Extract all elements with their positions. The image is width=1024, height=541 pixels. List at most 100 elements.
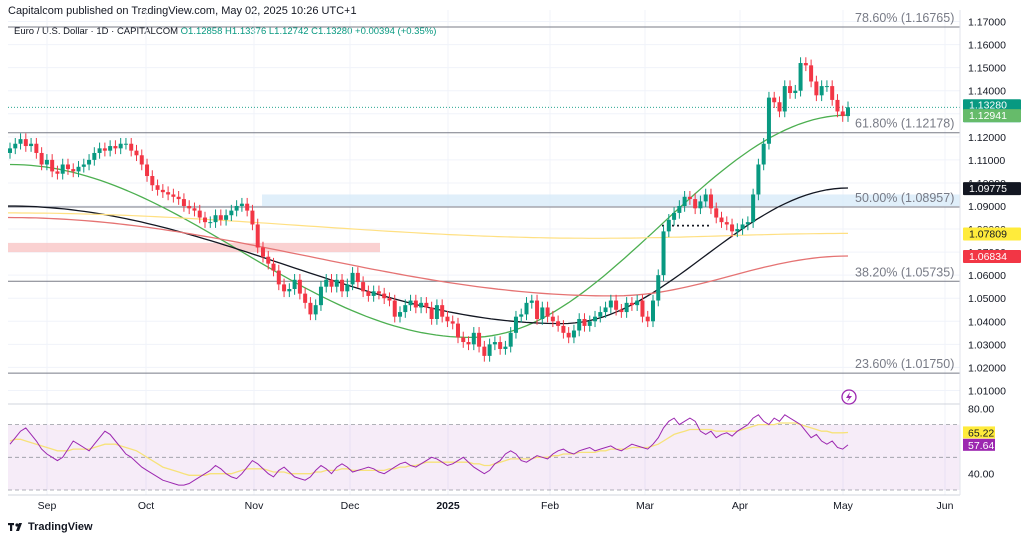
candle-down bbox=[561, 325, 566, 333]
candle-up bbox=[419, 302, 424, 308]
candle-down bbox=[218, 215, 223, 220]
tradingview-logo-icon bbox=[8, 523, 22, 531]
candle-down bbox=[376, 291, 381, 294]
candle-down bbox=[788, 86, 793, 94]
candle-down bbox=[113, 146, 118, 149]
candle-up bbox=[793, 90, 798, 94]
rsi-ma-value-label: 65.22 bbox=[968, 427, 994, 439]
candle-down bbox=[714, 208, 719, 218]
candle-up bbox=[229, 210, 234, 216]
ma-short-label-box bbox=[963, 109, 1021, 123]
candle-down bbox=[329, 279, 334, 287]
candle-down bbox=[181, 199, 186, 206]
candle-down bbox=[392, 300, 397, 317]
candle-up bbox=[624, 302, 629, 313]
candle-down bbox=[772, 97, 777, 103]
candle-down bbox=[730, 224, 735, 232]
candle-up bbox=[76, 166, 81, 172]
candle-down bbox=[777, 102, 782, 112]
candle-down bbox=[50, 159, 55, 172]
open-value: 1.12858 bbox=[188, 26, 223, 37]
candle-up bbox=[292, 279, 297, 290]
candle-down bbox=[266, 256, 271, 264]
price-tick-label: 1.16000 bbox=[968, 40, 1006, 52]
time-axis[interactable]: Sep Oct Nov Dec 2025 Feb Mar Apr May Jun bbox=[8, 494, 960, 512]
candle-up bbox=[703, 194, 708, 202]
candle-up bbox=[434, 305, 439, 319]
candle-up bbox=[740, 224, 745, 230]
time-tick-label: 2025 bbox=[436, 500, 460, 512]
candle-up bbox=[350, 272, 355, 285]
candle-up bbox=[92, 152, 97, 160]
candle-down bbox=[271, 263, 276, 271]
candle-down bbox=[155, 185, 160, 190]
candle-up bbox=[698, 201, 703, 209]
candle-up bbox=[540, 307, 545, 319]
candle-down bbox=[724, 222, 729, 225]
candle-up bbox=[81, 164, 86, 167]
price-labels: 1.1328011:33:191.129411.097751.078091.06… bbox=[963, 99, 1021, 263]
candle-up bbox=[766, 97, 771, 144]
candle-up bbox=[213, 215, 218, 223]
rsi-tick-label: 40.00 bbox=[968, 469, 994, 481]
candle-down bbox=[545, 307, 550, 317]
candle-up bbox=[324, 279, 329, 287]
candle-up bbox=[735, 229, 740, 232]
candle-up bbox=[650, 300, 655, 322]
candle-up bbox=[782, 86, 787, 112]
candles-layer[interactable] bbox=[8, 57, 850, 362]
resistance-zone bbox=[262, 194, 960, 206]
ma-long-label: 1.06834 bbox=[969, 251, 1007, 263]
ma-long-label-box bbox=[963, 249, 1021, 263]
candle-down bbox=[166, 192, 171, 195]
candle-up bbox=[234, 206, 239, 211]
time-tick-label: May bbox=[833, 500, 854, 512]
ma-xlong-label: 1.07809 bbox=[969, 228, 1007, 240]
low-value: 1.12742 bbox=[274, 26, 309, 37]
candle-down bbox=[614, 300, 619, 310]
candle-up bbox=[587, 321, 592, 326]
candle-up bbox=[239, 203, 244, 206]
price-tick-label: 1.15000 bbox=[968, 63, 1006, 75]
candle-up bbox=[487, 344, 492, 356]
candle-down bbox=[102, 148, 107, 151]
rsi-tick-label: 80.00 bbox=[968, 403, 994, 415]
candle-down bbox=[629, 302, 634, 306]
price-tick-label: 1.02000 bbox=[968, 362, 1006, 374]
price-tick-label: 1.12000 bbox=[968, 132, 1006, 144]
price-tick-label: 1.03000 bbox=[968, 339, 1006, 351]
tradingview-brand: TradingView bbox=[28, 521, 93, 533]
price-axis[interactable]: 1.170001.160001.150001.140001.130001.120… bbox=[968, 17, 1006, 398]
symbol-name: Euro / U.S. Dollar · 1D · CAPITALCOM bbox=[14, 26, 178, 37]
high-label: H bbox=[225, 26, 232, 37]
candle-up bbox=[666, 219, 671, 232]
candle-up bbox=[819, 86, 824, 96]
candle-up bbox=[519, 314, 524, 317]
candle-up bbox=[87, 159, 92, 165]
fib-label: 50.00% (1.08957) bbox=[855, 191, 954, 205]
candle-down bbox=[340, 279, 345, 292]
price-tick-label: 1.09000 bbox=[968, 201, 1006, 213]
candle-up bbox=[593, 316, 598, 322]
candle-down bbox=[387, 298, 392, 301]
time-tick-label: Oct bbox=[138, 500, 154, 512]
candle-down bbox=[708, 194, 713, 209]
rsi-ma-line bbox=[9, 422, 849, 476]
rsi-line bbox=[9, 414, 849, 486]
time-tick-label: Dec bbox=[341, 500, 360, 512]
ohlc-close: C1.13280 bbox=[311, 26, 352, 37]
candle-up bbox=[408, 300, 413, 306]
candle-down bbox=[34, 143, 39, 153]
last-price-label-box bbox=[963, 99, 1021, 112]
tradingview-logo[interactable]: TradingView bbox=[8, 521, 93, 533]
candle-up bbox=[846, 107, 850, 117]
candle-down bbox=[803, 63, 808, 66]
candle-down bbox=[809, 65, 814, 82]
publisher-line: Capitalcom published on TradingView.com,… bbox=[8, 5, 357, 17]
time-tick-label: Jun bbox=[937, 500, 954, 512]
candle-up bbox=[18, 139, 23, 144]
candle-down bbox=[55, 171, 60, 174]
candle-down bbox=[498, 342, 503, 349]
